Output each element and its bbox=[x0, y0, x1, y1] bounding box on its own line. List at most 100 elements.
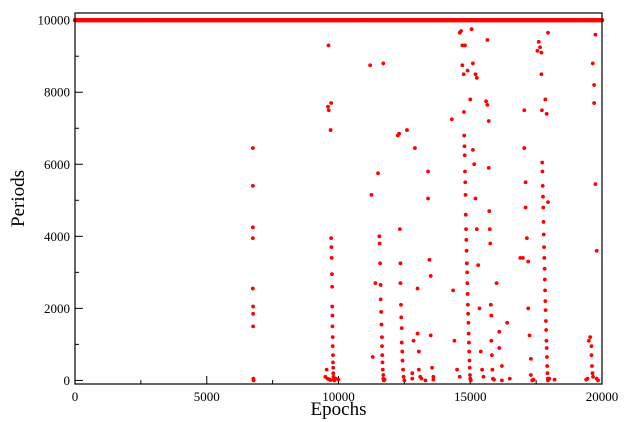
data-point bbox=[507, 376, 512, 381]
data-point bbox=[461, 72, 466, 77]
data-point bbox=[518, 256, 523, 260]
data-point bbox=[590, 61, 595, 66]
data-point bbox=[522, 108, 527, 113]
data-point bbox=[457, 374, 462, 379]
data-point bbox=[531, 377, 536, 382]
data-point bbox=[378, 297, 383, 302]
data-point bbox=[472, 162, 477, 167]
data-point bbox=[485, 102, 490, 107]
data-point bbox=[449, 117, 454, 122]
data-point bbox=[405, 128, 409, 132]
data-point bbox=[377, 241, 382, 246]
data-point bbox=[380, 367, 385, 372]
data-point bbox=[542, 277, 547, 282]
data-point bbox=[589, 344, 594, 349]
plot-frame bbox=[74, 12, 603, 385]
data-point bbox=[251, 324, 256, 329]
data-point bbox=[400, 349, 405, 354]
data-point bbox=[329, 256, 334, 260]
data-point bbox=[380, 353, 385, 358]
data-point bbox=[544, 346, 549, 350]
data-point bbox=[543, 299, 548, 304]
data-point bbox=[399, 326, 404, 331]
data-point bbox=[526, 306, 531, 311]
y-tick-label: 10000 bbox=[38, 13, 71, 28]
data-point bbox=[541, 232, 546, 237]
data-point bbox=[465, 292, 470, 296]
data-point bbox=[464, 261, 469, 266]
data-point bbox=[330, 284, 335, 289]
data-point bbox=[250, 225, 255, 230]
data-point bbox=[539, 50, 544, 55]
data-point bbox=[324, 367, 329, 372]
data-point bbox=[462, 144, 467, 149]
data-point bbox=[463, 192, 468, 197]
data-point bbox=[596, 378, 600, 383]
data-point bbox=[543, 308, 548, 313]
data-point bbox=[473, 196, 478, 201]
data-point bbox=[462, 110, 466, 114]
data-point bbox=[543, 97, 548, 102]
data-point bbox=[419, 376, 424, 381]
data-point bbox=[523, 205, 528, 210]
data-point bbox=[465, 68, 470, 73]
data-point bbox=[523, 180, 528, 185]
data-point bbox=[484, 99, 488, 104]
data-point bbox=[331, 360, 335, 365]
data-point bbox=[326, 104, 330, 109]
data-point bbox=[542, 266, 547, 271]
data-point bbox=[486, 119, 491, 123]
data-point bbox=[380, 335, 384, 340]
data-point bbox=[398, 261, 403, 266]
data-point bbox=[468, 378, 473, 383]
data-point bbox=[370, 355, 375, 359]
data-point bbox=[460, 43, 465, 48]
data-point bbox=[546, 30, 550, 35]
data-point bbox=[466, 331, 471, 336]
data-point bbox=[528, 356, 533, 361]
data-point bbox=[336, 377, 341, 382]
data-point bbox=[329, 101, 334, 105]
data-point bbox=[462, 133, 467, 138]
data-point bbox=[410, 376, 415, 381]
y-tick-label: 8000 bbox=[44, 85, 70, 100]
data-point bbox=[328, 128, 333, 132]
data-point bbox=[401, 374, 406, 379]
data-point bbox=[331, 371, 336, 376]
y-tick-label: 2000 bbox=[44, 301, 70, 316]
data-point bbox=[330, 272, 334, 277]
data-point bbox=[589, 353, 594, 358]
data-point bbox=[542, 245, 546, 250]
data-point bbox=[399, 302, 403, 307]
data-point bbox=[380, 360, 385, 365]
x-tick-label: 10000 bbox=[322, 389, 355, 404]
y-tick-label: 6000 bbox=[44, 157, 70, 172]
data-point bbox=[494, 281, 499, 286]
data-point bbox=[397, 131, 402, 136]
data-point bbox=[594, 248, 599, 253]
data-point bbox=[541, 194, 545, 199]
data-point bbox=[497, 329, 502, 334]
data-point bbox=[522, 146, 527, 150]
data-point bbox=[381, 373, 386, 377]
data-point bbox=[462, 153, 467, 158]
data-point bbox=[250, 286, 255, 291]
data-point bbox=[250, 236, 255, 241]
data-point bbox=[413, 146, 417, 150]
data-point bbox=[527, 333, 532, 338]
data-point bbox=[331, 353, 335, 358]
data-point bbox=[400, 358, 405, 363]
data-point bbox=[486, 165, 491, 170]
y-tick-label: 4000 bbox=[44, 229, 70, 244]
data-point bbox=[592, 101, 596, 105]
data-point bbox=[379, 322, 384, 327]
data-point bbox=[465, 302, 470, 307]
data-point bbox=[476, 263, 481, 268]
data-point bbox=[250, 183, 255, 188]
data-point bbox=[431, 377, 436, 382]
data-point bbox=[426, 169, 430, 174]
data-point bbox=[465, 270, 469, 275]
data-point bbox=[470, 147, 475, 152]
data-point bbox=[382, 377, 387, 382]
